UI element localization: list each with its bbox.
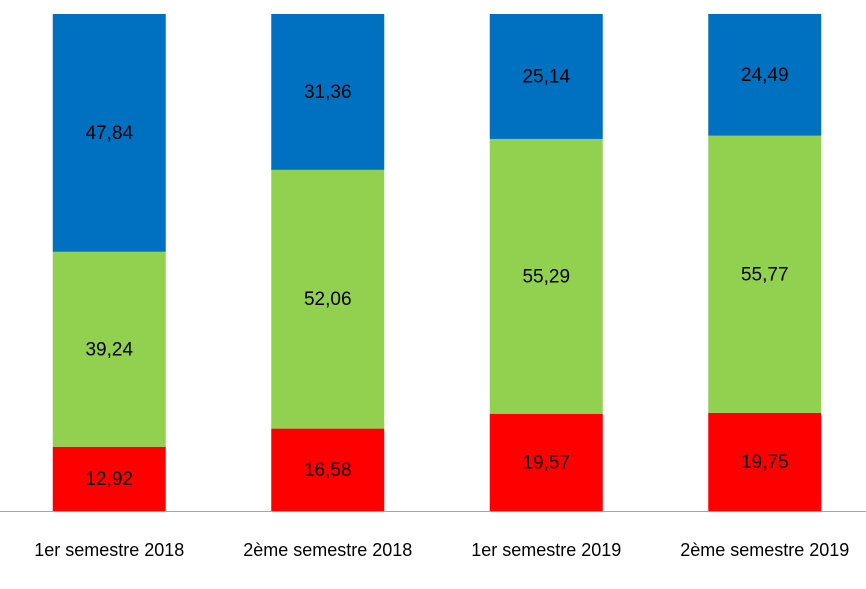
x-tick-label: 2ème semestre 2019 <box>680 540 850 560</box>
bar-segment <box>271 169 385 429</box>
bar-segment <box>708 412 822 511</box>
data-label: 31,36 <box>304 82 352 103</box>
data-label: 39,24 <box>85 339 133 360</box>
bar-segment <box>489 138 603 414</box>
x-tick-label: 1er semestre 2019 <box>471 540 622 560</box>
data-label: 19,75 <box>741 452 789 473</box>
data-label: 47,84 <box>85 123 133 144</box>
data-label: 55,77 <box>741 264 789 285</box>
x-tick-label: 1er semestre 2018 <box>34 540 185 560</box>
data-label: 16,58 <box>304 460 352 481</box>
bar-segment <box>489 14 603 139</box>
data-label: 24,49 <box>741 65 789 86</box>
bar-segment <box>708 135 822 413</box>
bar-segment <box>52 251 166 447</box>
data-label: 12,92 <box>85 469 133 490</box>
bar-segment <box>52 446 166 511</box>
bar-segment <box>271 428 385 511</box>
data-label: 25,14 <box>522 66 570 87</box>
bar-segment <box>489 413 603 511</box>
data-label: 52,06 <box>304 289 352 310</box>
bar-segment <box>52 14 166 252</box>
data-label: 55,29 <box>522 266 570 287</box>
data-label: 19,57 <box>522 452 570 473</box>
bar-segment <box>271 14 385 170</box>
x-tick-label: 2ème semestre 2018 <box>243 540 413 560</box>
bar-segment <box>708 13 822 136</box>
